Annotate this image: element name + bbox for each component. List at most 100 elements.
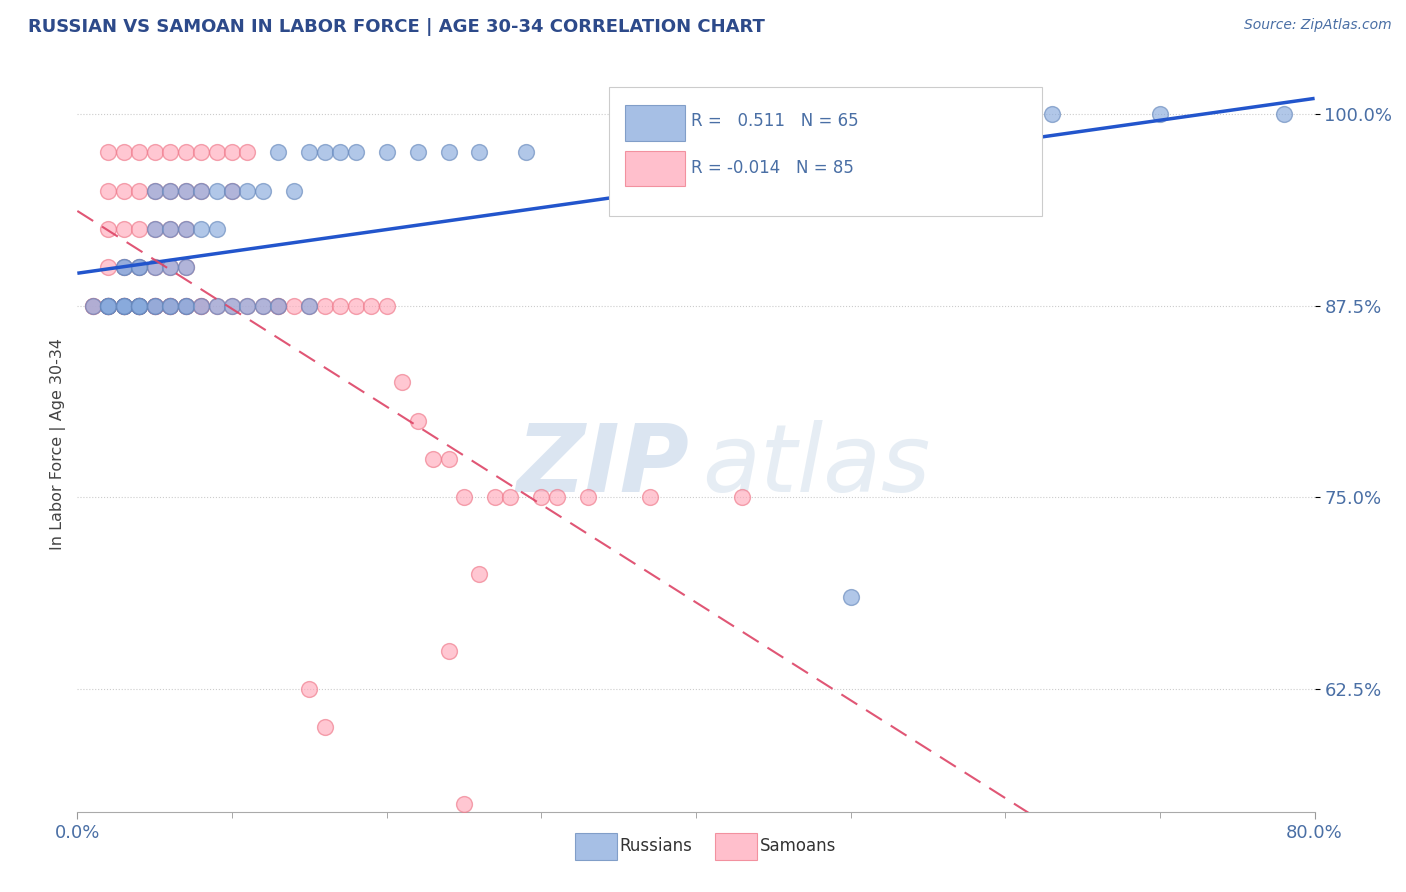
Point bbox=[174, 299, 197, 313]
Point bbox=[839, 590, 862, 604]
Point bbox=[267, 145, 290, 160]
Point bbox=[112, 222, 135, 236]
Point bbox=[1040, 107, 1063, 121]
Point bbox=[344, 299, 367, 313]
Point bbox=[747, 107, 769, 121]
Point bbox=[159, 184, 181, 198]
Point bbox=[112, 299, 135, 313]
Point bbox=[97, 299, 120, 313]
Point bbox=[298, 299, 321, 313]
Point bbox=[468, 567, 491, 582]
Point bbox=[112, 299, 135, 313]
Point bbox=[437, 644, 460, 658]
Point bbox=[298, 681, 321, 696]
Point bbox=[437, 145, 460, 160]
Point bbox=[143, 299, 166, 313]
Point bbox=[128, 299, 150, 313]
Point bbox=[174, 145, 197, 160]
Point bbox=[406, 414, 429, 428]
Point bbox=[190, 184, 212, 198]
Point bbox=[205, 299, 228, 313]
Point bbox=[1149, 107, 1171, 121]
Point bbox=[128, 299, 150, 313]
Point bbox=[546, 491, 568, 505]
Point bbox=[128, 260, 150, 275]
Point bbox=[82, 299, 104, 313]
Point bbox=[190, 299, 212, 313]
Point bbox=[190, 145, 212, 160]
Point bbox=[221, 184, 243, 198]
Point bbox=[128, 260, 150, 275]
Point bbox=[530, 491, 553, 505]
Point bbox=[159, 222, 181, 236]
Point bbox=[174, 299, 197, 313]
Point bbox=[97, 299, 120, 313]
Point bbox=[344, 145, 367, 160]
Point bbox=[391, 376, 413, 390]
Point bbox=[236, 299, 259, 313]
Point bbox=[159, 299, 181, 313]
Point bbox=[576, 491, 599, 505]
Point bbox=[97, 299, 120, 313]
Point bbox=[607, 107, 630, 121]
Point bbox=[143, 222, 166, 236]
Point bbox=[159, 299, 181, 313]
Point bbox=[267, 299, 290, 313]
Point bbox=[112, 299, 135, 313]
Point bbox=[97, 299, 120, 313]
Point bbox=[190, 299, 212, 313]
Point bbox=[221, 145, 243, 160]
Point bbox=[437, 452, 460, 467]
Point bbox=[221, 184, 243, 198]
Point bbox=[143, 299, 166, 313]
Point bbox=[159, 184, 181, 198]
Point bbox=[128, 299, 150, 313]
Point bbox=[159, 299, 181, 313]
Point bbox=[468, 145, 491, 160]
Point bbox=[375, 299, 398, 313]
Point bbox=[190, 184, 212, 198]
Point bbox=[252, 299, 274, 313]
Point bbox=[453, 797, 475, 811]
Text: RUSSIAN VS SAMOAN IN LABOR FORCE | AGE 30-34 CORRELATION CHART: RUSSIAN VS SAMOAN IN LABOR FORCE | AGE 3… bbox=[28, 18, 765, 36]
Point bbox=[128, 299, 150, 313]
Text: atlas: atlas bbox=[702, 420, 931, 511]
Point bbox=[97, 299, 120, 313]
Point bbox=[190, 222, 212, 236]
Point bbox=[174, 299, 197, 313]
Point bbox=[143, 260, 166, 275]
Text: R = -0.014   N = 85: R = -0.014 N = 85 bbox=[690, 159, 853, 177]
Point bbox=[360, 299, 382, 313]
Point bbox=[901, 107, 924, 121]
Y-axis label: In Labor Force | Age 30-34: In Labor Force | Age 30-34 bbox=[51, 338, 66, 549]
Point bbox=[174, 260, 197, 275]
Point bbox=[314, 299, 336, 313]
Point bbox=[112, 145, 135, 160]
Point bbox=[190, 299, 212, 313]
Point bbox=[128, 299, 150, 313]
Point bbox=[159, 260, 181, 275]
Point bbox=[128, 184, 150, 198]
Point bbox=[143, 184, 166, 198]
FancyBboxPatch shape bbox=[626, 151, 685, 186]
Text: Source: ZipAtlas.com: Source: ZipAtlas.com bbox=[1244, 18, 1392, 32]
Point bbox=[314, 720, 336, 734]
Point bbox=[143, 222, 166, 236]
Point bbox=[221, 299, 243, 313]
Point bbox=[236, 299, 259, 313]
Point bbox=[128, 299, 150, 313]
Point bbox=[515, 145, 537, 160]
Point bbox=[453, 491, 475, 505]
Point bbox=[422, 452, 444, 467]
Point bbox=[128, 299, 150, 313]
Point bbox=[174, 184, 197, 198]
Point bbox=[221, 299, 243, 313]
Point bbox=[283, 299, 305, 313]
Point bbox=[205, 145, 228, 160]
Point bbox=[252, 184, 274, 198]
Point bbox=[97, 145, 120, 160]
Point bbox=[205, 184, 228, 198]
Point bbox=[329, 145, 352, 160]
Point bbox=[143, 184, 166, 198]
Point bbox=[236, 145, 259, 160]
